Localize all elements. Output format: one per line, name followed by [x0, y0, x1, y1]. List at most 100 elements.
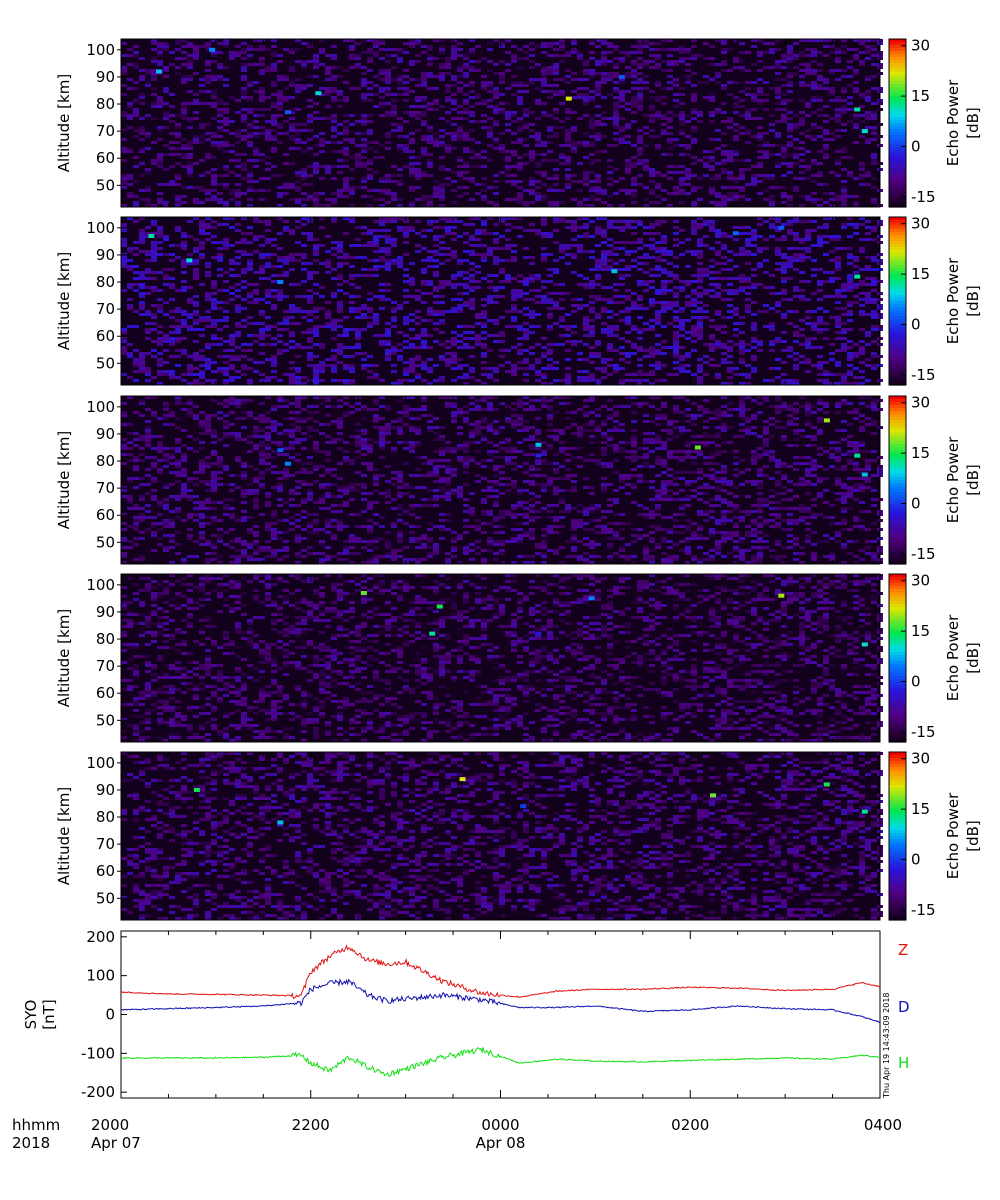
- colorbar-label: Echo Power: [944, 79, 962, 166]
- series-line-z: [121, 944, 881, 1000]
- echo-point-5: [694, 445, 701, 450]
- echo-point-2: [209, 47, 216, 52]
- altitude-axis-label: Altitude [km]: [55, 787, 73, 885]
- altitude-tick-label: 80: [96, 630, 115, 648]
- colorbar-tick-label: 0: [911, 138, 921, 156]
- colorbar-tick-label: 0: [911, 673, 921, 691]
- echo-point-5: [565, 96, 572, 101]
- date-tick-label: Apr 07: [91, 1134, 141, 1152]
- echo-point-5: [588, 596, 595, 601]
- colorbar-tick-label: 0: [911, 495, 921, 513]
- altitude-tick-label: 100: [86, 754, 115, 772]
- colorbar-unit: [dB]: [964, 285, 982, 317]
- colorbar-tick-label: 30: [911, 394, 930, 412]
- colorbar-tick-label: -15: [911, 901, 936, 919]
- nt-tick-label: -200: [81, 1083, 115, 1101]
- echo-point-6: [823, 418, 830, 423]
- legend-d: D: [898, 998, 910, 1016]
- colorbar-unit: [dB]: [964, 107, 982, 139]
- echo-point-4: [535, 631, 542, 636]
- altitude-tick-label: 90: [96, 425, 115, 443]
- echo-noise: [121, 752, 883, 920]
- echo-noise: [121, 39, 883, 207]
- colorbar-tick-label: 0: [911, 851, 921, 869]
- altitude-tick-label: 50: [96, 889, 115, 907]
- echo-panel-1: 50 60 70 80 90 100 Altitude [km]: [55, 38, 883, 208]
- altitude-tick-label: 50: [96, 176, 115, 194]
- colorbar-tick-label: 0: [911, 316, 921, 334]
- colorbar-frame: [888, 573, 907, 743]
- date-tick-label: Apr 08: [476, 1134, 526, 1152]
- legend-h: H: [898, 1054, 909, 1072]
- echo-noise: [121, 396, 883, 564]
- echo-point-3: [429, 631, 436, 636]
- colorbar-tick-label: 15: [911, 87, 930, 105]
- altitude-axis-label: Altitude [km]: [55, 74, 73, 172]
- echo-noise: [121, 574, 883, 742]
- altitude-tick-label: 100: [86, 41, 115, 59]
- heatmap-panels: 50 60 70 80 90 100 Altitude [km] 50 60 70 80 90 100 A…: [55, 38, 883, 921]
- colorbar-tick-label: -15: [911, 188, 936, 206]
- echo-point-7: [861, 809, 868, 814]
- altitude-tick-label: 80: [96, 273, 115, 291]
- echo-panel-4: 50 60 70 80 90 100 Altitude [km]: [55, 573, 883, 743]
- magnetometer-frame: [120, 930, 881, 1099]
- echo-point-2: [186, 258, 193, 263]
- altitude-tick-label: 90: [96, 603, 115, 621]
- colorbar-label: Echo Power: [944, 257, 962, 344]
- echo-point-4: [611, 269, 618, 274]
- altitude-tick-label: 60: [96, 149, 115, 167]
- echo-point-7: [854, 453, 861, 458]
- colorbar-tick-label: 30: [911, 572, 930, 590]
- altitude-tick-label: 80: [96, 808, 115, 826]
- altitude-tick-label: 60: [96, 327, 115, 345]
- colorbar-unit: [dB]: [964, 820, 982, 852]
- echo-point-1: [193, 787, 200, 792]
- colorbar-tick-label: -15: [911, 723, 936, 741]
- altitude-axis-label: Altitude [km]: [55, 431, 73, 529]
- echo-point-3: [284, 110, 291, 115]
- colorbar-4: 30 15 0 -15 Echo Power [dB]: [888, 572, 982, 743]
- echo-point-7: [854, 107, 861, 112]
- colorbar-frame: [888, 751, 907, 921]
- echo-point-3: [277, 280, 284, 285]
- hhmm-label: hhmm: [12, 1116, 60, 1134]
- colorbar-frame: [888, 38, 907, 208]
- series-line-h: [120, 1047, 880, 1077]
- time-tick-label: 0400: [864, 1116, 902, 1134]
- altitude-axis-label: Altitude [km]: [55, 252, 73, 350]
- altitude-tick-label: 90: [96, 781, 115, 799]
- echo-point-7: [854, 274, 861, 279]
- echo-point-6: [778, 225, 785, 230]
- time-tick-label: 0200: [671, 1116, 709, 1134]
- colorbar-label: Echo Power: [944, 436, 962, 523]
- echo-panel-5: 50 60 70 80 90 100 Altitude [km]: [55, 751, 883, 921]
- colorbar-tick-label: 15: [911, 265, 930, 283]
- altitude-tick-label: 70: [96, 122, 115, 140]
- magnetometer-station-label: SYO: [22, 1000, 40, 1030]
- echo-point-4: [535, 453, 542, 458]
- echo-point-2: [277, 820, 284, 825]
- echo-point-8: [861, 472, 868, 477]
- colorbar-label: Echo Power: [944, 792, 962, 879]
- colorbar-3: 30 15 0 -15 Echo Power [dB]: [888, 394, 982, 565]
- colorbar-tick-label: 15: [911, 800, 930, 818]
- colorbar-tick-label: -15: [911, 366, 936, 384]
- nt-tick-label: -100: [81, 1044, 115, 1062]
- echo-point-1: [155, 69, 162, 74]
- magnetometer-panel: 200 100 0 -100 -200 SYO [nT] Z D H: [22, 928, 910, 1101]
- colorbar-unit: [dB]: [964, 642, 982, 674]
- time-tick-label: 0000: [481, 1116, 519, 1134]
- altitude-tick-label: 100: [86, 576, 115, 594]
- colorbar-1: 30 15 0 -15 Echo Power [dB]: [888, 37, 982, 208]
- altitude-tick-label: 70: [96, 300, 115, 318]
- colorbar-tick-label: 15: [911, 622, 930, 640]
- echo-point-6: [823, 782, 830, 787]
- altitude-tick-label: 60: [96, 862, 115, 880]
- altitude-tick-label: 70: [96, 479, 115, 497]
- altitude-tick-label: 50: [96, 711, 115, 729]
- echo-noise: [121, 217, 883, 385]
- altitude-tick-label: 80: [96, 95, 115, 113]
- echo-point-1: [148, 233, 155, 238]
